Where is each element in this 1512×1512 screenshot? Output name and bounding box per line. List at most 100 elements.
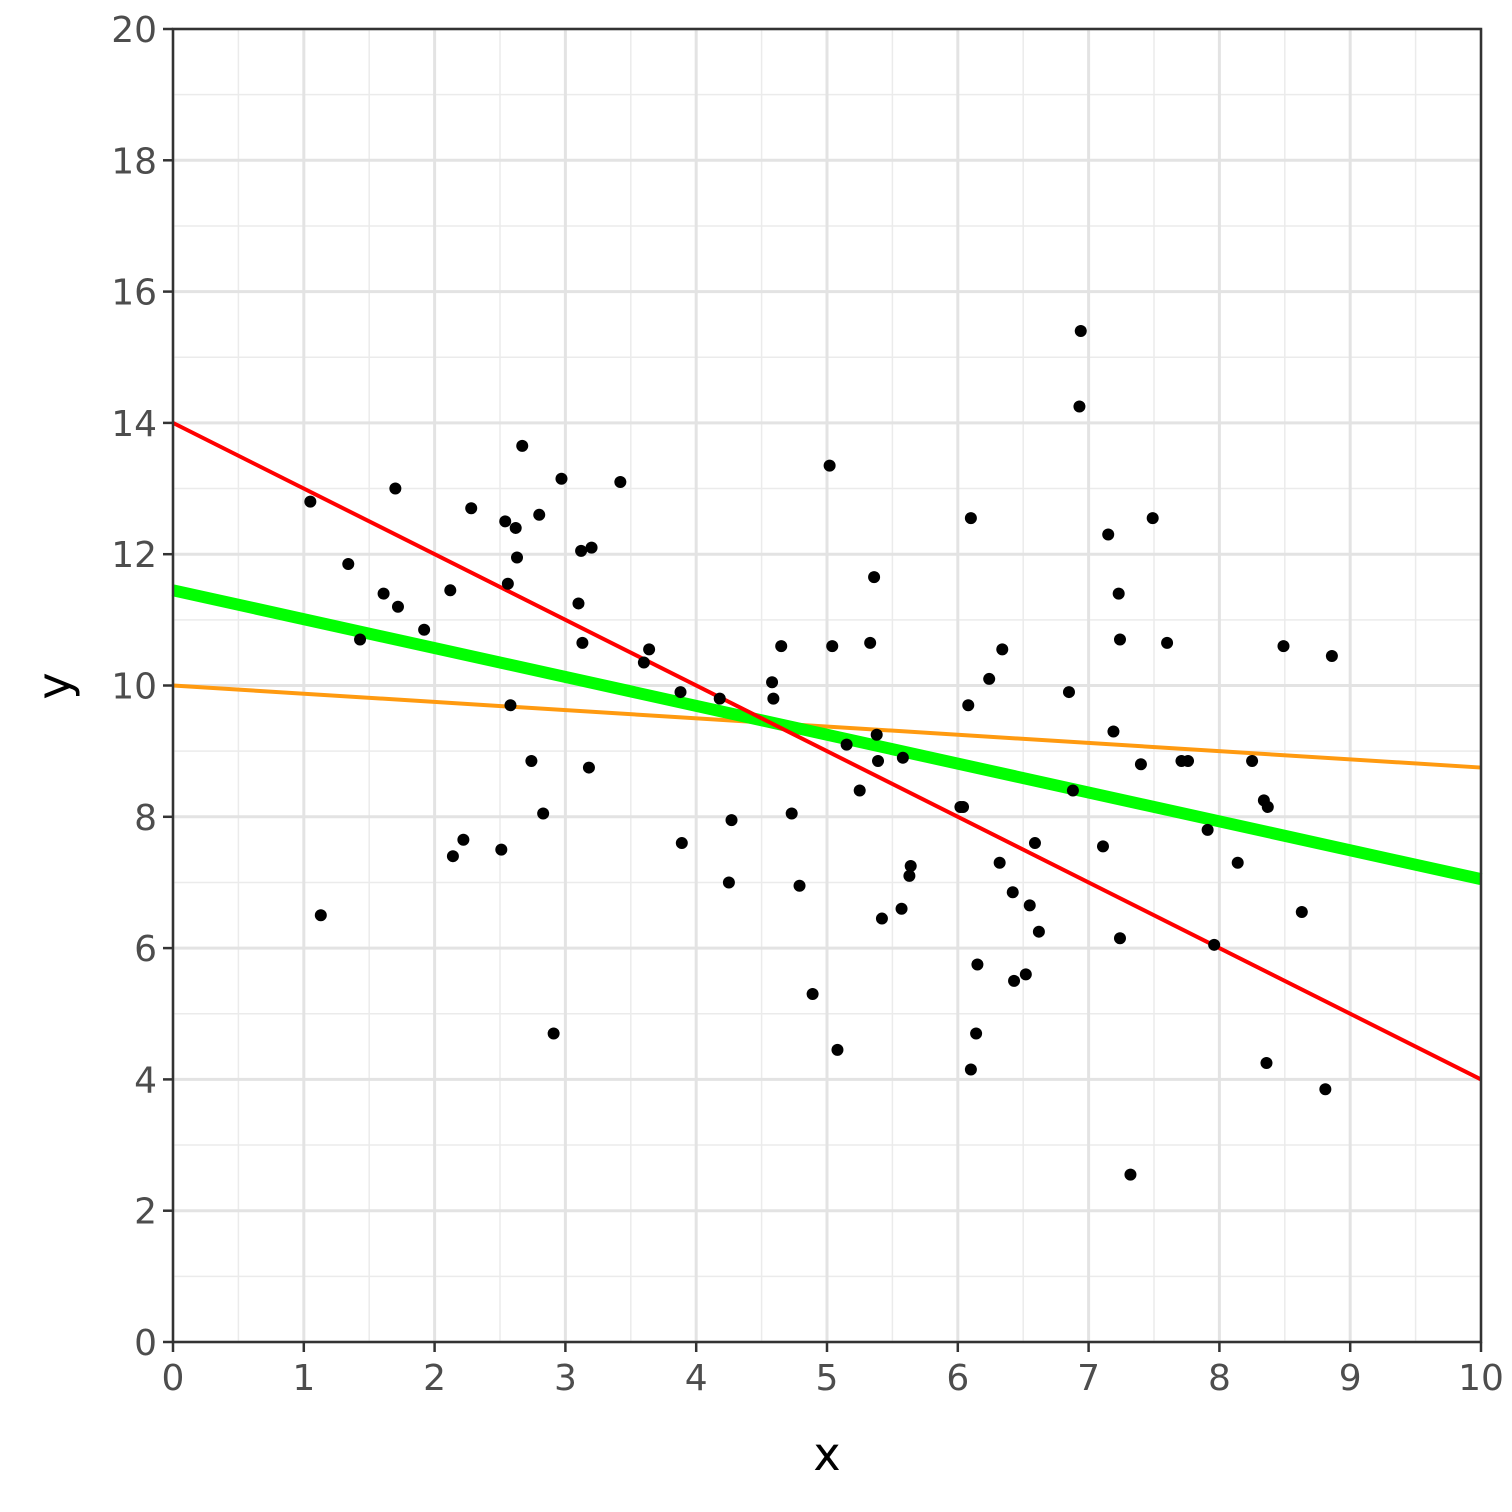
data-point: [342, 558, 355, 571]
data-point: [418, 623, 431, 636]
data-point: [725, 814, 738, 827]
data-point: [1134, 758, 1147, 771]
data-point: [499, 515, 512, 528]
data-point: [1246, 754, 1259, 767]
data-point: [614, 475, 627, 488]
data-point: [1124, 1168, 1137, 1181]
data-point: [1113, 633, 1126, 646]
y-tick-label: 0: [134, 1323, 157, 1364]
data-point: [903, 869, 916, 882]
data-point: [1146, 512, 1159, 525]
data-point: [868, 571, 881, 584]
y-tick-label: 6: [134, 929, 157, 970]
data-point: [457, 833, 470, 846]
x-tick-label: 1: [292, 1358, 315, 1399]
data-point: [840, 738, 853, 751]
y-tick-label: 4: [134, 1060, 157, 1101]
data-point: [962, 699, 975, 712]
data-point: [1277, 640, 1290, 653]
data-point: [304, 495, 317, 508]
data-point: [377, 587, 390, 600]
x-tick-label: 2: [423, 1358, 446, 1399]
data-point: [875, 912, 888, 925]
y-tick-label: 2: [134, 1192, 157, 1233]
data-point: [785, 807, 798, 820]
x-tick-label: 10: [1458, 1358, 1504, 1399]
data-point: [767, 692, 780, 705]
data-point: [465, 502, 478, 515]
x-tick-label: 9: [1339, 1358, 1362, 1399]
data-point: [516, 439, 529, 452]
fit-lines: [171, 421, 1483, 1082]
x-tick-label: 3: [554, 1358, 577, 1399]
data-point: [831, 1043, 844, 1056]
y-tick-label: 8: [134, 798, 157, 839]
data-point: [1182, 754, 1195, 767]
data-point: [1161, 636, 1174, 649]
data-point: [1006, 886, 1019, 899]
data-point: [964, 1063, 977, 1076]
data-point: [576, 636, 589, 649]
data-point: [314, 909, 327, 922]
data-points: [304, 324, 1338, 1181]
data-point: [1062, 686, 1075, 699]
data-point: [354, 633, 367, 646]
y-tick-label: 10: [111, 667, 157, 708]
y-tick-label: 16: [111, 273, 157, 314]
y-axis-ticks: 0 2 4 6 8 10 12 14 16 18 20: [111, 10, 173, 1364]
data-point: [1008, 974, 1021, 987]
data-point: [1112, 587, 1125, 600]
data-point: [993, 856, 1006, 869]
x-tick-label: 7: [1077, 1358, 1100, 1399]
data-point: [1113, 932, 1126, 945]
data-point: [1201, 823, 1214, 836]
data-point: [1102, 528, 1115, 541]
data-point: [389, 482, 402, 495]
data-point: [444, 584, 457, 597]
x-tick-label: 0: [162, 1358, 185, 1399]
data-point: [1231, 856, 1244, 869]
data-point: [775, 640, 788, 653]
data-point: [996, 643, 1009, 656]
y-tick-label: 18: [111, 141, 157, 182]
data-point: [806, 988, 819, 1001]
x-tick-label: 8: [1208, 1358, 1231, 1399]
data-point: [983, 672, 996, 685]
data-point: [575, 544, 588, 557]
data-point: [870, 728, 883, 741]
data-point: [675, 837, 688, 850]
data-point: [1066, 784, 1079, 797]
data-point: [495, 843, 508, 856]
fit-line: [171, 584, 1483, 886]
data-point: [533, 508, 546, 521]
data-point: [572, 597, 585, 610]
data-point: [1208, 938, 1221, 951]
data-point: [1325, 649, 1338, 662]
data-point: [904, 860, 917, 873]
x-axis-title: x: [813, 1427, 840, 1481]
data-point: [826, 640, 839, 653]
data-point: [1096, 840, 1109, 853]
data-point: [1019, 968, 1032, 981]
data-point: [525, 754, 538, 767]
data-point: [674, 686, 687, 699]
x-tick-label: 5: [816, 1358, 839, 1399]
fit-line: [172, 421, 1482, 1082]
data-point: [864, 636, 877, 649]
data-point: [853, 784, 866, 797]
data-point: [446, 850, 459, 863]
data-point: [957, 800, 970, 813]
data-point: [1319, 1083, 1332, 1096]
data-point: [970, 1027, 983, 1040]
y-axis-title: y: [27, 672, 81, 699]
data-point: [1032, 925, 1045, 938]
data-point: [1107, 725, 1120, 738]
data-point: [766, 676, 779, 689]
data-point: [511, 551, 524, 564]
data-point: [1073, 400, 1086, 413]
data-point: [509, 521, 522, 534]
x-tick-label: 4: [685, 1358, 708, 1399]
data-point: [547, 1027, 560, 1040]
data-point: [722, 876, 735, 889]
